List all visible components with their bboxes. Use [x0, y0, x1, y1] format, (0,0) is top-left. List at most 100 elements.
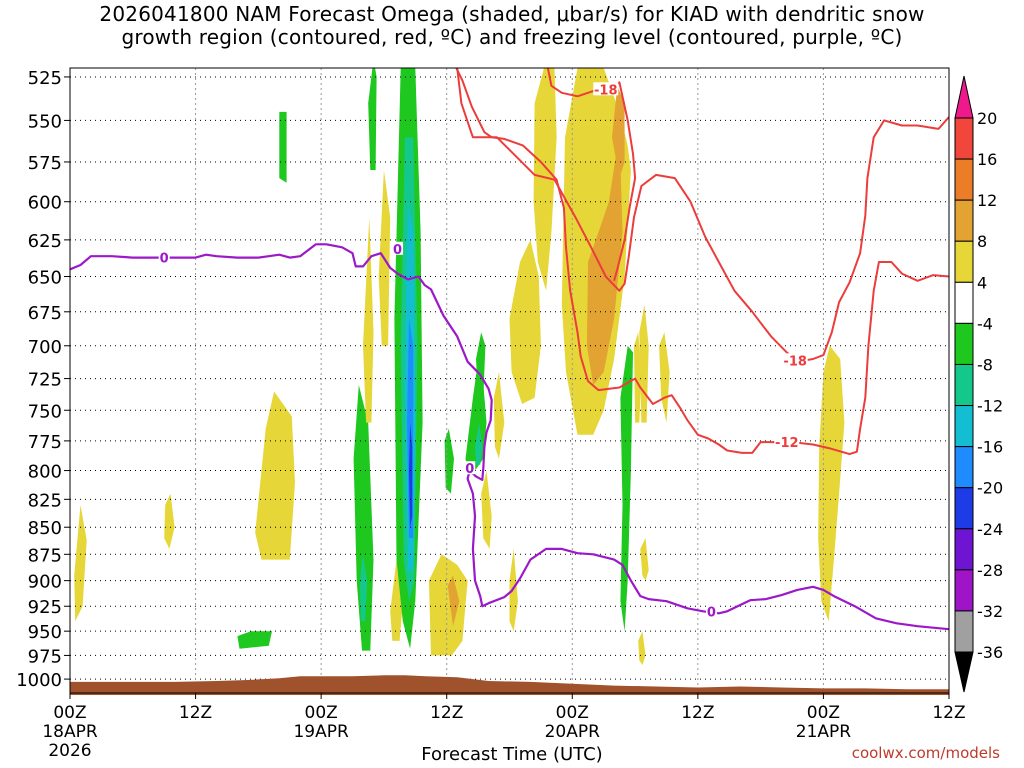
omega-shaded-region [634, 332, 642, 423]
chart-title-line2: growth region (contoured, red, ºC) and f… [121, 25, 903, 49]
omega-shaded-region [612, 85, 625, 179]
colorbar-label: 8 [977, 232, 987, 251]
contour-label: 0 [465, 462, 474, 477]
omega-shaded-region [620, 345, 633, 632]
x-tick-label: 00Z [305, 703, 338, 723]
colorbar-label: -4 [977, 314, 993, 333]
omega-shaded-region [533, 68, 557, 291]
colorbar-label: -16 [977, 438, 1003, 457]
y-tick-label: 950 [28, 622, 62, 643]
contour-label: -18 [594, 83, 618, 98]
y-tick-label: 625 [28, 231, 62, 252]
dgz-minus18-upper-contour [546, 68, 637, 282]
omega-shaded-region [818, 345, 845, 622]
x-tick-date-label: 19APR [293, 722, 349, 742]
x-tick-label: 12Z [430, 703, 463, 723]
omega-shaded-region [279, 111, 287, 183]
x-tick-label: 12Z [179, 703, 212, 723]
colorbar-bin [954, 569, 974, 612]
colorbar-label: 4 [977, 273, 987, 292]
y-tick-label: 850 [28, 518, 62, 539]
contour-label-bg [782, 353, 808, 367]
site-credit: coolwx.com/models [851, 744, 1000, 762]
contour-label-bg [464, 461, 476, 475]
x-tick-date-label: 20APR [545, 722, 601, 742]
omega-shaded-region [428, 554, 468, 656]
dgz-minus12-contour [455, 68, 949, 456]
omega-shaded-region [475, 422, 483, 465]
contour-label: 0 [707, 605, 716, 620]
x-tick-year-label: 2026 [48, 741, 91, 761]
terrain-ground [70, 675, 949, 695]
omega-shaded-region [74, 505, 87, 622]
colorbar-label: -20 [977, 479, 1003, 498]
x-tick-label: 12Z [932, 703, 965, 723]
x-tick-label: 12Z [681, 703, 714, 723]
contour-label: -18 [783, 354, 807, 369]
contour-label-bg [593, 82, 619, 96]
colorbar-label: -36 [977, 643, 1003, 662]
y-tick-label: 575 [28, 153, 62, 174]
plot-area: 0 0 0 0 -18 -18 -12 [70, 68, 949, 693]
contour-label-bg [705, 604, 717, 618]
contour-label: 0 [393, 243, 402, 258]
y-tick-label: 975 [28, 646, 62, 667]
contour-label: -12 [775, 436, 799, 451]
colorbar-label: -12 [977, 397, 1003, 416]
omega-shaded-region [481, 470, 492, 549]
colorbar-bin [954, 487, 974, 530]
colorbar-bin [954, 405, 974, 448]
omega-shaded-region [509, 239, 541, 404]
x-tick-label: 00Z [53, 703, 86, 723]
colorbar-label: 12 [977, 191, 997, 210]
omega-shaded-region [237, 631, 272, 649]
y-tick-label: 825 [28, 490, 62, 511]
omega-shaded-region [639, 304, 649, 423]
colorbar-label: -28 [977, 561, 1003, 580]
contour-label: 0 [160, 252, 169, 267]
x-tick-label: 00Z [807, 703, 840, 723]
omega-shaded-region [638, 631, 646, 665]
x-tick-label: 00Z [556, 703, 589, 723]
contour-label-bg [774, 435, 800, 449]
colorbar-top-arrow [954, 75, 974, 119]
omega-shaded-region [409, 422, 413, 528]
contour-label-bg [158, 250, 170, 264]
y-tick-label: 525 [28, 68, 62, 89]
y-tick-label: 925 [28, 597, 62, 618]
omega-shaded-region [444, 428, 454, 494]
y-tick-label: 675 [28, 303, 62, 324]
omega-shaded-region [509, 548, 518, 632]
y-tick-label: 650 [28, 268, 62, 289]
colorbar-label: -32 [977, 602, 1003, 621]
colorbar-bin [954, 610, 974, 653]
omega-shaded-region [359, 554, 368, 622]
x-tick-date-label: 21APR [796, 722, 852, 742]
y-tick-label: 775 [28, 432, 62, 453]
omega-shaded-region [493, 372, 505, 459]
omega-shaded-region [255, 391, 295, 560]
colorbar-bin [954, 240, 974, 283]
colorbar-bin [954, 446, 974, 489]
omega-shaded-region [164, 493, 175, 549]
contour-label-bg [392, 241, 404, 255]
omega-shaded-region [353, 385, 374, 651]
y-tick-label: 600 [28, 193, 62, 214]
y-tick-label: 1000 [16, 670, 62, 691]
chart-title-line1: 2026041800 NAM Forecast Omega (shaded, μ… [99, 2, 925, 26]
colorbar-bin [954, 199, 974, 242]
freezing-level-contour [70, 243, 949, 631]
y-tick-label: 750 [28, 401, 62, 422]
omega-shaded-region [447, 575, 460, 627]
colorbar-bottom-arrow [954, 651, 974, 693]
omega-shaded-region [586, 153, 623, 385]
x-axis-label: Forecast Time (UTC) [421, 744, 603, 765]
omega-shaded-region [363, 217, 374, 423]
omega-shaded-region [368, 68, 377, 170]
colorbar-bin [954, 281, 974, 324]
colorbar-label: 16 [977, 150, 997, 169]
y-tick-label: 800 [28, 462, 62, 483]
y-tick-label: 875 [28, 545, 62, 566]
y-tick-label: 700 [28, 337, 62, 358]
